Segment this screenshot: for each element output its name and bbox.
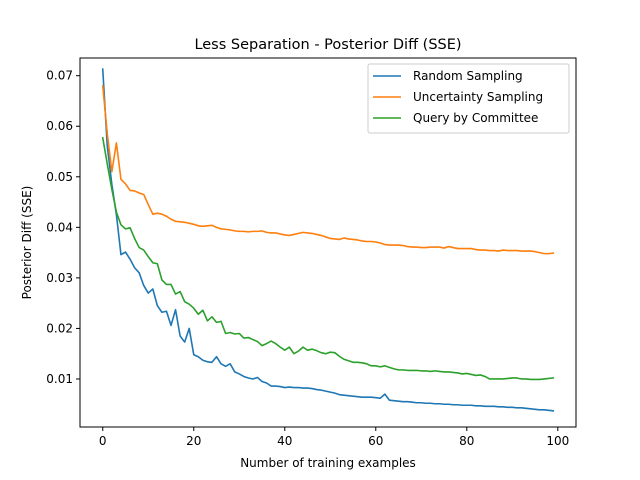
x-axis-label: Number of training examples — [240, 456, 416, 470]
y-tick-label: 0.06 — [46, 119, 73, 133]
series-line-uncertainty-sampling — [101, 84, 555, 255]
x-tick-label: 60 — [368, 434, 383, 448]
y-tick-label: 0.07 — [46, 69, 73, 83]
y-axis: 0.01 0.02 0.03 0.04 0.05 0.06 0.07 — [46, 69, 80, 386]
y-tick-label: 0.01 — [46, 372, 73, 386]
plot-lines — [101, 68, 555, 412]
legend-box — [367, 63, 570, 134]
x-axis: 0 20 40 60 80 100 — [99, 427, 569, 448]
y-tick-label: 0.04 — [46, 220, 73, 234]
y-tick-label: 0.03 — [46, 271, 73, 285]
series-line-random-sampling — [101, 68, 555, 412]
legend-label: Random Sampling — [413, 69, 523, 83]
legend-label: Query by Committee — [413, 111, 538, 125]
x-tick-label: 100 — [546, 434, 569, 448]
y-tick-label: 0.05 — [46, 170, 73, 184]
x-tick-label: 80 — [459, 434, 474, 448]
x-tick-label: 0 — [99, 434, 107, 448]
legend-label: Uncertainty Sampling — [413, 90, 543, 104]
plot-frame — [79, 57, 577, 428]
series-line-query-by-committee — [101, 136, 555, 381]
legend: Random Sampling Uncertainty Sampling Query… — [367, 63, 570, 134]
x-tick-label: 40 — [277, 434, 292, 448]
y-axis-label: Posterior Diff (SSE) — [20, 186, 34, 300]
x-tick-label: 20 — [186, 434, 201, 448]
chart-title: Less Separation - Posterior Diff (SSE) — [194, 37, 461, 53]
y-tick-label: 0.02 — [46, 321, 73, 335]
